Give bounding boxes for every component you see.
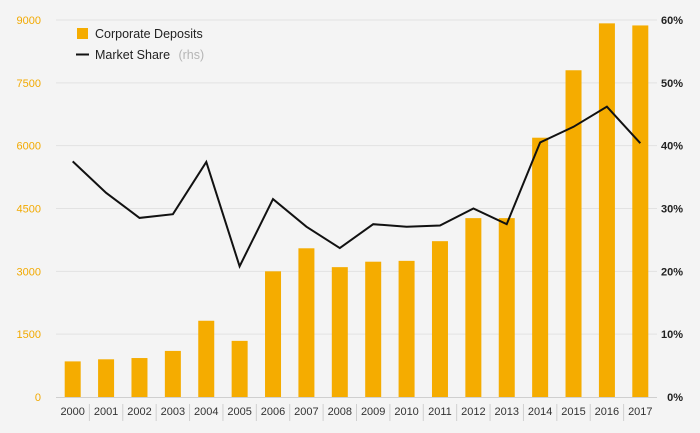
legend-label-bar: Corporate Deposits	[95, 27, 203, 41]
grid-lines	[56, 19, 657, 398]
bar-2003	[164, 350, 181, 397]
left-tick-label: 7500	[17, 78, 41, 90]
right-tick-label: 0%	[667, 392, 683, 404]
right-tick-label: 10%	[661, 329, 683, 341]
x-tick-label: 2012	[461, 406, 485, 418]
left-tick-label: 1500	[17, 329, 41, 341]
bar-2008	[331, 267, 348, 397]
bar-2015	[565, 70, 582, 398]
x-tick-label: 2017	[628, 406, 652, 418]
x-tick-label: 2003	[161, 406, 185, 418]
bar-2010	[398, 260, 415, 397]
bar-2007	[298, 248, 315, 397]
legend-label-line-group: Market Share (rhs)	[95, 46, 204, 63]
bar-2000	[64, 361, 81, 397]
x-tick-label: 2008	[328, 406, 352, 418]
right-axis: 0% 10% 20% 30% 40% 50% 60%	[661, 15, 683, 404]
bar-2001	[98, 359, 115, 397]
right-tick-label: 30%	[661, 204, 683, 216]
bar-2012	[465, 218, 482, 397]
bar-2009	[365, 261, 382, 397]
x-tick-label: 2001	[94, 406, 118, 418]
left-tick-label: 4500	[17, 204, 41, 216]
legend: Corporate Deposits Market Share (rhs)	[76, 27, 204, 63]
x-tick-label: 2015	[561, 406, 585, 418]
x-tick-label: 2014	[528, 406, 552, 418]
bar-2014	[532, 137, 549, 398]
bar-2011	[431, 241, 448, 397]
bar-2017	[632, 25, 649, 397]
bar-2006	[265, 271, 282, 397]
bar-2002	[131, 358, 148, 397]
legend-label-line: Market Share	[95, 48, 170, 62]
x-tick-label: 2000	[60, 406, 84, 418]
bar-2013	[498, 218, 515, 397]
x-tick-label: 2016	[595, 406, 619, 418]
left-tick-label: 9000	[17, 15, 41, 27]
x-tick-label: 2010	[394, 406, 418, 418]
right-tick-label: 20%	[661, 266, 683, 278]
left-tick-label: 0	[35, 392, 41, 404]
right-tick-label: 60%	[661, 15, 683, 27]
legend-label-line-suffix: (rhs)	[178, 48, 204, 62]
bar-2016	[598, 23, 615, 398]
right-tick-label: 50%	[661, 78, 683, 90]
left-tick-label: 6000	[17, 141, 41, 153]
legend-swatch-bar	[77, 28, 88, 39]
market-share-line	[72, 105, 642, 269]
x-tick-label: 2007	[294, 406, 318, 418]
bar-series	[64, 23, 649, 398]
x-tick-label: 2006	[261, 406, 285, 418]
bar-2005	[231, 340, 248, 397]
x-tick-label: 2002	[127, 406, 151, 418]
x-tick-label: 2009	[361, 406, 385, 418]
x-tick-label: 2005	[227, 406, 251, 418]
line-series	[72, 105, 642, 269]
left-axis: 0 1500 3000 4500 6000 7500 9000	[17, 15, 41, 404]
bar-2004	[198, 320, 215, 397]
x-tick-label: 2004	[194, 406, 218, 418]
x-axis: 2000 2001 2002 2003 2004 2005 2006 2007 2008 2009…	[60, 404, 653, 421]
right-tick-label: 40%	[661, 141, 683, 153]
x-tick-label: 2011	[428, 406, 452, 418]
x-tick-label: 2013	[495, 406, 519, 418]
left-tick-label: 3000	[17, 266, 41, 278]
